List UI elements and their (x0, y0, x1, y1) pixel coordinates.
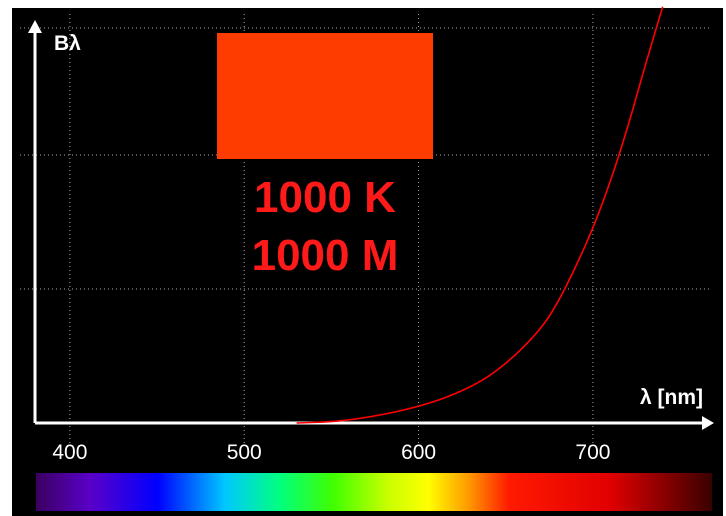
series-line (296, 6, 664, 424)
x-axis-label: λ [nm] (640, 386, 703, 409)
x-tick-label-500: 500 (227, 441, 262, 464)
scale-label: 1000 M (252, 231, 399, 280)
x-tick-label-700: 700 (575, 441, 610, 464)
x-tick-labels: 400 500 600 700 (51, 440, 612, 466)
x-tick-label-400: 400 (52, 441, 87, 464)
color-swatch (217, 33, 433, 159)
grid-lines (20, 14, 712, 444)
y-axis-label: Bλ (54, 32, 81, 55)
y-axis-arrowhead (28, 20, 42, 33)
x-tick-label-600: 600 (401, 441, 436, 464)
x-axis-arrowhead (702, 416, 714, 430)
temperature-label: 1000 K (254, 173, 396, 222)
visible-spectrum-strip (36, 473, 712, 511)
